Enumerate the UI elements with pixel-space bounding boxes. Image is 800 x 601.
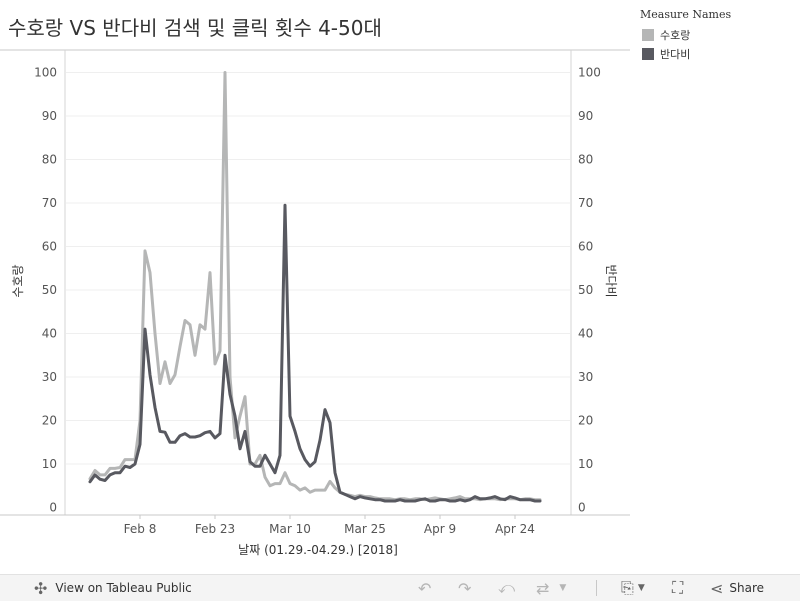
tableau-toolbar: ✣ View on Tableau Public ↶ ↷ ⤺ ⇄ ▼ ⎘ ▼ ⛶ ⋖… [0,574,800,601]
y-axis-left: 0 10 20 30 40 50 60 70 80 90 100 [34,66,57,515]
legend-swatch-suhorang [642,28,654,41]
x-tick-label: Apr 24 [495,522,535,536]
toolbar-divider [596,580,597,596]
refresh-icon: ⇄ [536,578,550,598]
legend-label-suhorang: 수호랑 [660,28,691,42]
legend-label-bandabi: 반다비 [660,47,691,61]
y-tick-label-left: 80 [42,153,57,167]
x-tick-label: Feb 8 [124,522,157,536]
y-tick-label-left: 30 [42,370,57,384]
y-tick-label-right: 80 [578,153,593,167]
x-tick-label: Mar 10 [269,522,311,536]
y-tick-label-left: 100 [34,66,57,80]
y-tick-label-left: 90 [42,109,57,123]
share-icon: ⋖ [710,578,724,598]
undo-icon: ↶ [418,578,432,598]
view-on-tableau-label: View on Tableau Public [55,581,192,595]
redo-icon: ↷ [458,578,472,598]
x-tick-label: Mar 25 [344,522,386,536]
y-tick-label-right: 60 [578,240,593,254]
refresh-dropdown-icon: ▼ [559,583,567,593]
fullscreen-button[interactable]: ⛶ [672,575,683,601]
legend-title: Measure Names [640,8,732,21]
refresh-button[interactable]: ⇄ ▼ [536,575,566,601]
legend-item-suhorang[interactable]: 수호랑 [640,25,731,44]
view-on-tableau-link[interactable]: ✣ View on Tableau Public [34,575,192,601]
chart-title: 수호랑 VS 반다비 검색 및 클릭 횟수 4-50대 [8,16,382,40]
y-tick-label-right: 40 [578,327,593,341]
y-tick-label-right: 20 [578,414,593,428]
legend-item-bandabi[interactable]: 반다비 [640,44,731,63]
y-tick-label-left: 10 [42,457,57,471]
x-tick-label: Feb 23 [195,522,235,536]
y-tick-label-right: 70 [578,196,593,210]
download-dropdown-icon: ▼ [637,583,645,593]
series-line-suhorang [88,71,542,502]
y-tick-label-right: 50 [578,283,593,297]
redo-button[interactable]: ↷ [458,575,471,601]
y-tick-label-right: 100 [578,66,601,80]
download-button[interactable]: ⎘ ▼ [621,575,645,601]
y-tick-label-right: 0 [578,501,586,515]
y-axis-label-left: 수호랑 [11,264,25,297]
share-button[interactable]: ⋖ Share [710,575,764,601]
y-tick-label-left: 50 [42,283,57,297]
series-lines [88,71,542,503]
x-axis: Feb 8 Feb 23 Mar 10 Mar 25 Apr 9 Apr 24 [124,515,535,536]
y-tick-label-left: 0 [49,501,57,515]
y-tick-label-left: 70 [42,196,57,210]
y-tick-label-right: 30 [578,370,593,384]
y-axis-label-right: 반다비 [604,264,618,297]
y-tick-label-right: 90 [578,109,593,123]
share-label: Share [729,581,765,595]
x-axis-label: 날짜 (01.29.-04.29.) [2018] [238,543,398,557]
y-tick-label-left: 20 [42,414,57,428]
x-tick-label: Apr 9 [424,522,456,536]
y-tick-label-left: 40 [42,327,57,341]
y-tick-label-right: 10 [578,457,593,471]
download-icon: ⎘ [621,578,634,597]
revert-icon: ⤺ [498,578,516,597]
line-chart: 0 10 20 30 40 50 60 70 80 90 100 0 10 20 30 40 50 60 70 80… [0,49,630,557]
fullscreen-icon: ⛶ [672,578,684,597]
series-line-bandabi [88,203,542,503]
undo-button[interactable]: ↶ [418,575,431,601]
y-tick-label-left: 60 [42,240,57,254]
y-axis-right: 0 10 20 30 40 50 60 70 80 90 100 [578,66,601,515]
legend-swatch-bandabi [642,47,654,60]
tableau-logo-icon: ✣ [34,578,48,598]
revert-button[interactable]: ⤺ [498,575,515,601]
legend: Measure Names 수호랑 반다비 [640,8,731,63]
